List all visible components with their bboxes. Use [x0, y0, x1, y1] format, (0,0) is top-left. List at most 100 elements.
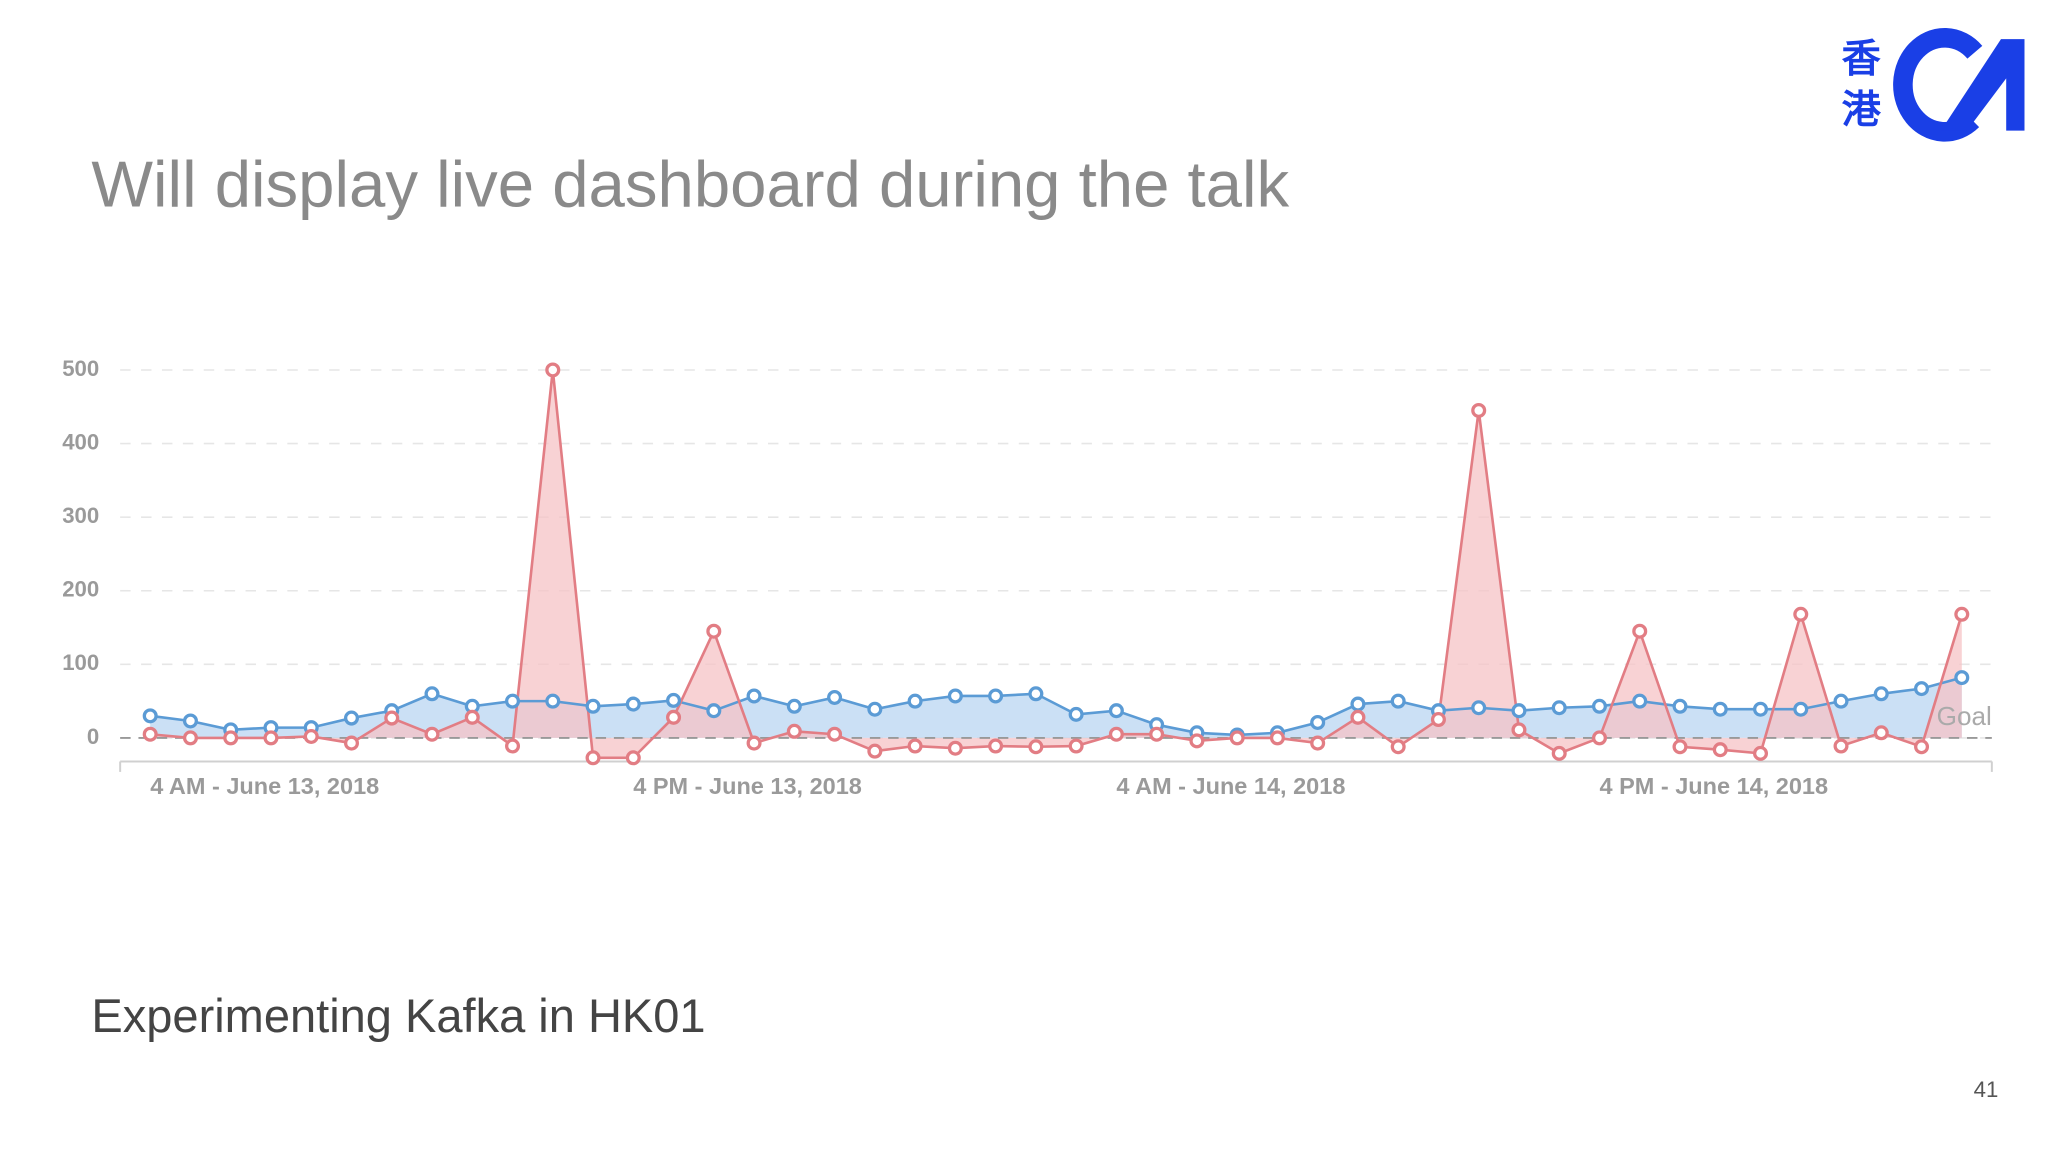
point [424, 726, 440, 742]
x-tick-label: 4 AM - June 14, 2018 [1116, 773, 1345, 799]
point [947, 688, 963, 704]
point [1752, 701, 1769, 717]
y-tick-label: 400 [62, 429, 99, 454]
point [1390, 693, 1406, 709]
point [545, 693, 561, 709]
point [1350, 696, 1366, 712]
point [1028, 739, 1044, 755]
point [585, 698, 601, 714]
line [150, 369, 1964, 760]
chart: 0 100 200 300 400 500 4 AM - June 13, 2018 4 PM… [62, 356, 1993, 799]
slide-subtitle: Experimenting Kafka in HK01 [91, 989, 705, 1042]
point [1551, 700, 1567, 716]
point [1310, 735, 1326, 751]
point [1108, 703, 1124, 719]
point [1310, 714, 1326, 730]
point [545, 362, 561, 378]
point [1591, 698, 1607, 714]
point [1471, 700, 1487, 716]
point [1028, 686, 1044, 702]
point [1914, 681, 1930, 697]
point [505, 738, 521, 754]
point [1712, 701, 1728, 717]
point [343, 735, 360, 751]
point [827, 689, 843, 705]
point [907, 738, 923, 754]
point [1833, 693, 1849, 709]
point [1068, 706, 1084, 722]
logo-char: 港 [1842, 89, 1882, 132]
logo-zero [1893, 28, 1983, 142]
point [424, 686, 440, 702]
point [505, 693, 521, 709]
y-tick-label: 100 [62, 650, 99, 675]
point [867, 743, 883, 759]
point [1551, 745, 1567, 761]
point [1873, 725, 1889, 741]
point [343, 710, 360, 726]
point [666, 709, 682, 725]
page-number: 41 [1974, 1077, 1999, 1102]
x-tick-label: 4 PM - June 13, 2018 [633, 773, 862, 799]
point [988, 738, 1004, 754]
logo-one [1940, 39, 2025, 131]
point [1632, 623, 1648, 639]
point [1793, 701, 1809, 717]
point [1672, 739, 1688, 755]
logo: 香 港 [1842, 28, 2025, 142]
point [827, 726, 843, 742]
point [142, 726, 158, 742]
point [1511, 722, 1527, 738]
y-tick-label: 500 [62, 356, 99, 381]
point [1430, 712, 1446, 728]
point [1914, 739, 1930, 755]
point [1350, 709, 1366, 725]
area [150, 369, 1962, 758]
point [786, 698, 802, 714]
point [1229, 730, 1245, 746]
point [1390, 739, 1406, 755]
point [1471, 402, 1487, 418]
y-tick-label: 200 [62, 577, 99, 602]
logo-char: 香 [1842, 38, 1882, 81]
point [1511, 703, 1527, 719]
point [706, 623, 722, 639]
point [1591, 730, 1607, 746]
point [384, 710, 400, 726]
point [947, 740, 963, 756]
point [625, 696, 641, 712]
goal-label: Goal [1937, 701, 1992, 731]
point [182, 730, 198, 746]
y-tick-label: 300 [62, 503, 99, 528]
point [1833, 738, 1849, 754]
point [1873, 686, 1889, 702]
point [907, 693, 923, 709]
point [786, 723, 802, 739]
point [182, 713, 198, 729]
point [223, 730, 239, 746]
point [1954, 670, 1970, 686]
y-tick-label: 0 [87, 724, 99, 749]
point [1068, 738, 1084, 754]
point [988, 688, 1004, 704]
line [150, 676, 1963, 737]
point [706, 703, 722, 719]
point [867, 701, 883, 717]
point [1752, 745, 1769, 761]
point [666, 692, 682, 708]
point [142, 708, 158, 724]
point [625, 750, 641, 766]
x-tick-label: 4 AM - June 13, 2018 [150, 773, 379, 799]
point [1632, 693, 1648, 709]
point [263, 730, 279, 746]
x-tick-label: 4 PM - June 14, 2018 [1599, 773, 1828, 799]
point [1793, 606, 1809, 622]
point [746, 688, 762, 704]
point [1189, 733, 1205, 749]
point [585, 750, 601, 766]
point [746, 735, 762, 751]
point [1149, 726, 1165, 742]
point [1108, 726, 1124, 742]
